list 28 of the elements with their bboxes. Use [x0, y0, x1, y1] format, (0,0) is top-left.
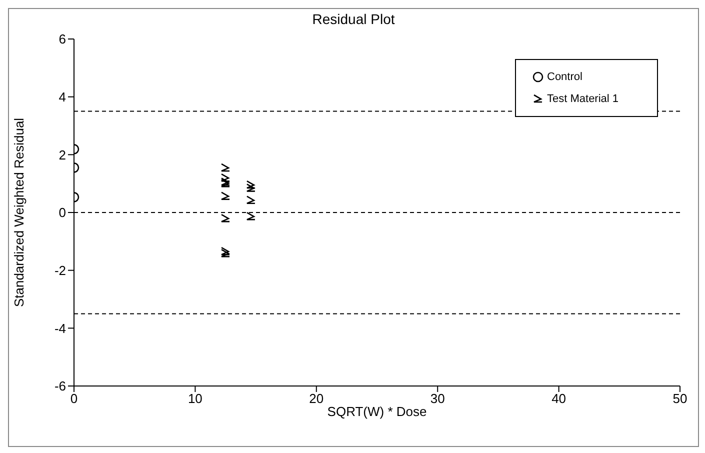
point — [220, 163, 230, 172]
y-tick-label: 2 — [58, 147, 66, 162]
x-tick-label: 0 — [70, 391, 78, 406]
y-tick-label: 6 — [58, 32, 66, 47]
y-tick-label: 0 — [58, 205, 66, 220]
point — [246, 196, 256, 204]
point — [220, 214, 230, 222]
x-axis-title: SQRT(W) * Dose — [327, 404, 427, 419]
x-tick-label: 30 — [430, 391, 445, 406]
x-tick-label: 10 — [188, 391, 202, 406]
x-tick-label: 20 — [309, 391, 324, 406]
point — [246, 184, 256, 192]
y-tick-label: -4 — [54, 320, 66, 336]
y-axis-title: Standardized Weighted Residual — [12, 118, 27, 308]
point — [220, 246, 230, 256]
y-tick-label: 4 — [58, 89, 66, 104]
point — [220, 173, 230, 182]
x-tick-label: 50 — [672, 391, 688, 406]
legend-label: Control — [547, 71, 582, 83]
point — [246, 180, 256, 189]
y-tick-label: -2 — [54, 262, 66, 278]
point — [246, 212, 256, 220]
point — [220, 192, 230, 200]
chart-title: Residual Plot — [311, 11, 396, 27]
legend-label: Test Material 1 — [547, 93, 619, 105]
point — [220, 248, 230, 258]
x-tick-label: 40 — [552, 391, 566, 406]
y-tick-label: -6 — [54, 378, 66, 394]
